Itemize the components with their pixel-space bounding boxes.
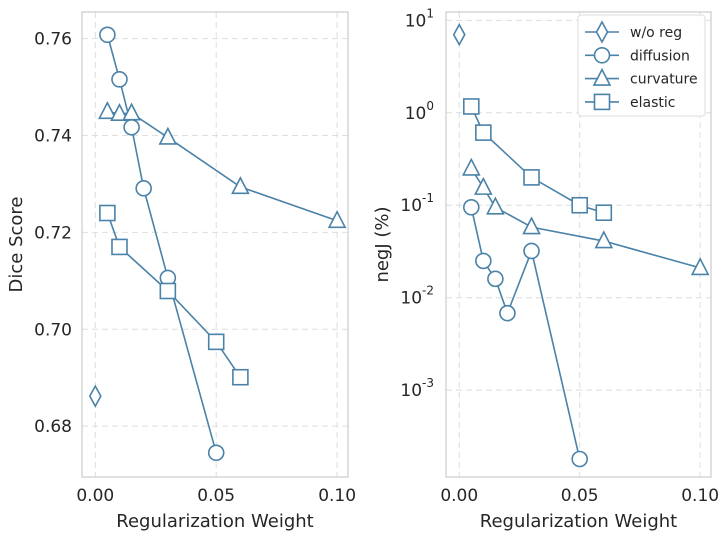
x-tick-label-left: 0.00 [76, 486, 114, 506]
legend-marker-diamond [595, 20, 609, 44]
curvature-line-right [470, 168, 701, 269]
curvature-point-left [231, 176, 250, 195]
y-tick-label-right: 10-1 [400, 191, 434, 216]
y-tick-label-left: 0.70 [34, 320, 72, 340]
x-tick-label-right: 0.00 [440, 486, 478, 506]
diffusion-point-right [487, 270, 504, 288]
diffusion-line-right [470, 207, 581, 460]
elastic-line-right [470, 106, 605, 214]
legend: w/o reg diffusion curvature elastic [577, 14, 706, 117]
legend-label: w/o reg [630, 25, 682, 41]
curvature-point-left [122, 102, 141, 121]
elastic-point-right [595, 204, 613, 222]
diffusion-point-right [462, 198, 480, 216]
elastic-point-right [475, 124, 492, 141]
legend-label: curvature [630, 72, 698, 88]
legend-marker-circle [593, 46, 611, 64]
curvature-point-left [110, 102, 129, 122]
x-axis-label-left: Regularization Weight [116, 511, 313, 532]
curvature-point-right [594, 230, 614, 249]
y-tick-label-right: 10-2 [400, 284, 434, 309]
diffusion-point-left [135, 180, 152, 197]
diffusion-point-right [499, 304, 516, 322]
x-tick-label-right: 0.05 [561, 486, 599, 506]
curvature-point-right [522, 216, 541, 235]
x-tick-label-left: 0.10 [318, 486, 356, 506]
y-tick-labels-left: 0.68 0.70 0.72 0.74 0.76 [34, 30, 72, 438]
elastic-point-left [232, 368, 249, 386]
legend-box [577, 14, 706, 117]
x-tick-label-right: 0.10 [681, 486, 719, 506]
diffusion-point-right [475, 252, 492, 270]
legend-marker-triangle [592, 67, 612, 86]
y-axis-label-left: Dice Score [6, 197, 27, 293]
y-tick-label-left: 0.76 [34, 30, 72, 50]
diffusion-point-left [207, 444, 225, 462]
y-axis-label-right: negJ (%) [372, 206, 393, 282]
curvature-point-right [461, 157, 481, 176]
y-tick-label-right: 100 [405, 99, 434, 124]
curvature-point-right [690, 257, 710, 276]
diffusion-point-left [99, 26, 116, 44]
diffusion-point-right [571, 450, 589, 468]
elastic-point-right [462, 98, 480, 115]
w-o-reg-point-left [88, 384, 102, 408]
dice-score-chart: 0.00 0.05 0.10 0.68 0.70 0.72 0.74 0.76 Regula… [6, 11, 356, 532]
y-tick-label-right: 101 [405, 6, 434, 31]
x-tick-labels-right: 0.00 0.05 0.10 [440, 486, 719, 506]
w-o-reg-point-right [452, 22, 466, 47]
y-tick-labels-right: 10-3 10-2 10-1 100 101 [400, 6, 434, 401]
y-tick-label-left: 0.74 [34, 127, 72, 147]
series-left [88, 26, 347, 462]
elastic-point-right [523, 169, 540, 186]
x-tick-labels-left: 0.00 0.05 0.10 [76, 486, 356, 506]
curvature-point-left [158, 126, 178, 145]
legend-label: elastic [630, 95, 675, 111]
elastic-point-left [207, 333, 225, 351]
plot-frame-right [445, 11, 712, 478]
diffusion-point-right [523, 242, 540, 260]
legend-marker-square [593, 93, 611, 111]
y-tick-label-right: 10-3 [400, 376, 434, 401]
grid-left [82, 12, 348, 477]
elastic-point-right [571, 196, 589, 214]
elastic-point-left [99, 204, 116, 222]
elastic-point-left [111, 238, 128, 256]
x-tick-label-left: 0.05 [197, 486, 235, 506]
legend-label: diffusion [630, 48, 690, 64]
diffusion-point-left [111, 71, 128, 88]
y-tick-label-left: 0.68 [34, 417, 72, 437]
y-tick-label-left: 0.72 [34, 223, 72, 243]
plot-frame-left [81, 11, 349, 478]
x-axis-label-right: Regularization Weight [480, 511, 677, 532]
curvature-point-left [98, 101, 117, 120]
elastic-point-left [159, 282, 177, 300]
curvature-line-left [107, 110, 338, 222]
negj-chart: 0.00 0.05 0.10 10-3 10-2 10-1 100 101 Regulari… [372, 6, 719, 532]
curvature-point-right [486, 196, 505, 215]
curvature-point-left [327, 210, 347, 229]
series-right [452, 22, 710, 468]
diffusion-point-left [123, 118, 140, 136]
curvature-point-right [474, 176, 493, 195]
